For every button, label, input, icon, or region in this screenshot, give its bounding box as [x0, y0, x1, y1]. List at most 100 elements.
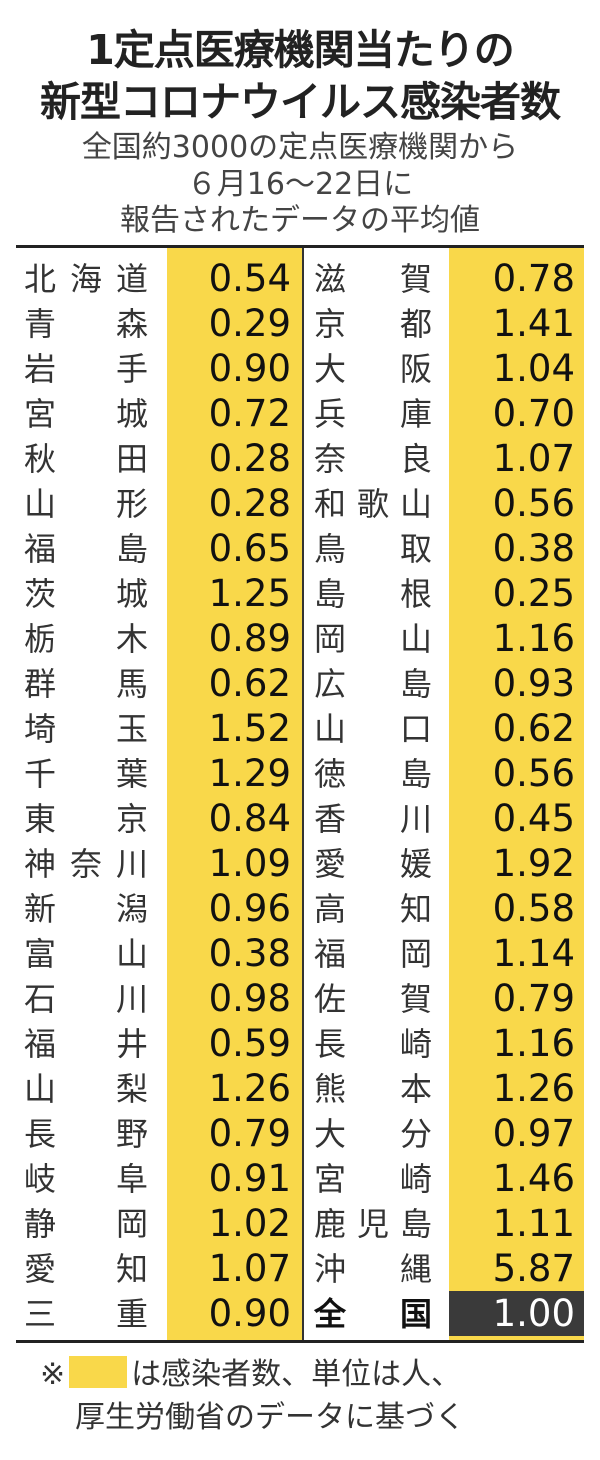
- table-row: 広島 0.93: [304, 661, 584, 706]
- prefecture-name: 岡山: [314, 620, 432, 658]
- subtitle-line-2: ６月16〜22日に: [186, 167, 414, 202]
- prefecture-name: 愛媛: [314, 845, 432, 883]
- infection-value: 0.65: [208, 527, 291, 570]
- prefecture-name: 兵庫: [314, 395, 432, 433]
- infection-value: 1.00: [492, 1292, 575, 1335]
- infection-value: 1.29: [208, 752, 291, 795]
- infection-value: 1.26: [492, 1067, 575, 1110]
- table-row: 秋田 0.28: [16, 436, 302, 481]
- prefecture-name: 熊本: [314, 1070, 432, 1108]
- infection-value: 1.26: [208, 1067, 291, 1110]
- subtitle-line-3: 報告されたデータの平均値: [120, 203, 480, 238]
- table-row: 茨城 1.25: [16, 571, 302, 616]
- infection-value: 0.91: [208, 1157, 291, 1200]
- infection-value: 1.16: [492, 1022, 575, 1065]
- table-row: 山形 0.28: [16, 481, 302, 526]
- prefecture-table: 北海道 0.54 青森 0.29 岩手 0.90 宮城 0.72 秋田 0.28 山形 0.28 福島 0…: [16, 245, 584, 1343]
- prefecture-name: 奈良: [314, 440, 432, 478]
- table-row: 徳島 0.56: [304, 751, 584, 796]
- prefecture-name: 岩手: [24, 350, 148, 388]
- left-column: 北海道 0.54 青森 0.29 岩手 0.90 宮城 0.72 秋田 0.28 山形 0.28 福島 0…: [16, 248, 304, 1340]
- infection-value: 1.14: [492, 932, 575, 975]
- table-row: 愛媛 1.92: [304, 841, 584, 886]
- table-row: 高知 0.58: [304, 886, 584, 931]
- prefecture-name: 大分: [314, 1115, 432, 1153]
- subtitle-line-1: 全国約3000の定点医療機関から: [81, 130, 519, 165]
- table-row: 宮崎 1.46: [304, 1156, 584, 1201]
- prefecture-name: 滋賀: [314, 260, 432, 298]
- table-row: 福井 0.59: [16, 1021, 302, 1066]
- infection-value: 1.07: [492, 437, 575, 480]
- table-row: 栃木 0.89: [16, 616, 302, 661]
- infection-value: 1.46: [492, 1157, 575, 1200]
- table-row: 京都 1.41: [304, 301, 584, 346]
- infection-value: 0.54: [208, 257, 291, 300]
- infection-value: 0.79: [208, 1112, 291, 1155]
- prefecture-name: 群馬: [24, 665, 148, 703]
- infection-value: 0.96: [208, 887, 291, 930]
- prefecture-name: 京都: [314, 305, 432, 343]
- infection-value: 0.45: [492, 797, 575, 840]
- table-row: 山梨 1.26: [16, 1066, 302, 1111]
- table-row: 愛知 1.07: [16, 1246, 302, 1291]
- prefecture-name: 長崎: [314, 1025, 432, 1063]
- table-row: 長野 0.79: [16, 1111, 302, 1156]
- infection-value: 0.59: [208, 1022, 291, 1065]
- table-row: 富山 0.38: [16, 931, 302, 976]
- table-row: 千葉 1.29: [16, 751, 302, 796]
- prefecture-name: 愛知: [24, 1250, 148, 1288]
- highlight-band: [449, 248, 584, 1340]
- table-row: 山口 0.62: [304, 706, 584, 751]
- infection-value: 1.41: [492, 302, 575, 345]
- prefecture-name: 鹿児島: [314, 1205, 432, 1243]
- table-row: 鳥取 0.38: [304, 526, 584, 571]
- prefecture-name: 北海道: [24, 260, 148, 298]
- title-line-1: 1定点医療機関当たりの: [86, 26, 515, 74]
- table-row: 埼玉 1.52: [16, 706, 302, 751]
- prefecture-name: 徳島: [314, 755, 432, 793]
- infection-value: 0.70: [492, 392, 575, 435]
- prefecture-name: 佐賀: [314, 980, 432, 1018]
- prefecture-name: 広島: [314, 665, 432, 703]
- table-row: 長崎 1.16: [304, 1021, 584, 1066]
- infection-value: 0.62: [208, 662, 291, 705]
- table-row: 東京 0.84: [16, 796, 302, 841]
- infection-value: 0.89: [208, 617, 291, 660]
- table-row: 岡山 1.16: [304, 616, 584, 661]
- table-row: 北海道 0.54: [16, 256, 302, 301]
- infection-value: 1.11: [492, 1202, 575, 1245]
- prefecture-name: 福岡: [314, 935, 432, 973]
- table-row: 滋賀 0.78: [304, 256, 584, 301]
- table-row: 静岡 1.02: [16, 1201, 302, 1246]
- prefecture-name: 大阪: [314, 350, 432, 388]
- infection-value: 0.56: [492, 482, 575, 525]
- table-row: 沖縄 5.87: [304, 1246, 584, 1291]
- table-row: 石川 0.98: [16, 976, 302, 1021]
- infection-value: 0.56: [492, 752, 575, 795]
- infection-value: 0.29: [208, 302, 291, 345]
- prefecture-name: 福島: [24, 530, 148, 568]
- footnote-mark: ※: [40, 1357, 66, 1392]
- prefecture-name: 和歌山: [314, 485, 432, 523]
- table-row: 岩手 0.90: [16, 346, 302, 391]
- table-row: 新潟 0.96: [16, 886, 302, 931]
- infection-value: 0.84: [208, 797, 291, 840]
- table-row: 青森 0.29: [16, 301, 302, 346]
- infection-value: 0.58: [492, 887, 575, 930]
- table-row: 岐阜 0.91: [16, 1156, 302, 1201]
- prefecture-name: 茨城: [24, 575, 148, 613]
- prefecture-name: 新潟: [24, 890, 148, 928]
- infection-value: 0.28: [208, 482, 291, 525]
- table-row: 奈良 1.07: [304, 436, 584, 481]
- national-row: 全国 1.00: [304, 1291, 584, 1336]
- table-row: 和歌山 0.56: [304, 481, 584, 526]
- infection-value: 1.07: [208, 1247, 291, 1290]
- prefecture-name: 青森: [24, 305, 148, 343]
- prefecture-name: 宮崎: [314, 1160, 432, 1198]
- infection-value: 0.62: [492, 707, 575, 750]
- table-row: 宮城 0.72: [16, 391, 302, 436]
- infection-value: 0.38: [208, 932, 291, 975]
- prefecture-name: 高知: [314, 890, 432, 928]
- prefecture-name: 香川: [314, 800, 432, 838]
- title-line-2: 新型コロナウイルス感染者数: [40, 78, 561, 126]
